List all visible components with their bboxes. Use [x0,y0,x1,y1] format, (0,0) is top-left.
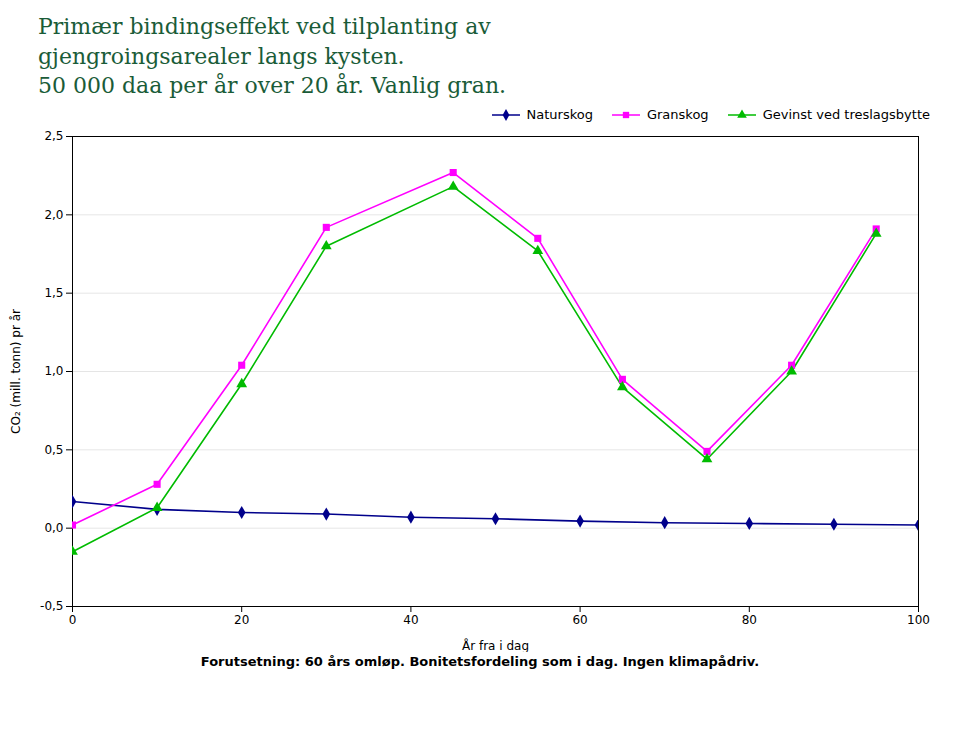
html-text:Forutsetning: 60 års omløp. Bo: Forutsetning: 60 års omløp. Bonitetsford… [200,654,760,670]
svg-text:20: 20 [234,613,249,627]
html-text:gjengroingsarealer langs kyste: gjengroingsarealer langs kysten. [38,43,405,69]
html-text:Naturskog: Naturskog [526,107,593,123]
svg-text:100: 100 [907,613,930,627]
html-text:Primær bindingseffekt ved tilp: Primær bindingseffekt ved tilplanting av [38,14,491,39]
html-text:Granskog: Granskog [647,107,709,123]
svg-text:2,0: 2,0 [44,208,63,222]
svg-text:80: 80 [742,613,757,627]
html-text:50 000 daa per år over 20 år.: 50 000 daa per år over 20 år. Vanlig gra… [38,73,507,99]
svg-text:0,0: 0,0 [44,521,63,535]
svg-text:-0,5: -0,5 [40,599,63,613]
svg-text:1,5: 1,5 [44,286,63,300]
html-text:Gevinst ved treslagsbytte: Gevinst ved treslagsbytte [762,107,930,123]
svg-text:CO₂ (mill. tonn) pr år: CO₂ (mill. tonn) pr år [9,309,23,434]
svg-text:2,5: 2,5 [44,129,63,143]
svg-text:År fra i dag: År fra i dag [462,638,529,653]
svg-text:0,5: 0,5 [44,443,63,457]
svg-text:0: 0 [69,613,77,627]
svg-text:60: 60 [572,613,587,627]
svg-text:1,0: 1,0 [44,364,63,378]
svg-text:40: 40 [403,613,418,627]
